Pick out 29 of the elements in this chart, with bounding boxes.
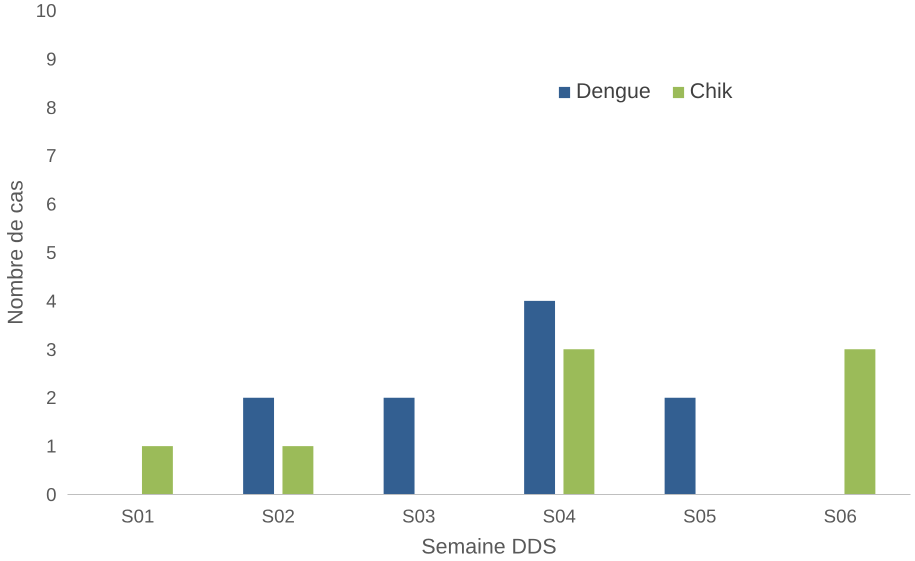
bar (243, 398, 274, 494)
legend-label: Dengue (576, 79, 651, 104)
x-tick-label: S03 (402, 506, 436, 526)
bar (563, 349, 594, 494)
bar (844, 349, 876, 494)
y-tick-label: 7 (46, 145, 57, 166)
x-tick-label: S01 (121, 506, 154, 526)
y-axis-title: Nombre de cas (4, 180, 28, 325)
y-tick-label: 8 (46, 96, 57, 118)
y-tick-label: 10 (36, 0, 57, 21)
legend-label: Chik (690, 79, 732, 104)
y-tick-label: 5 (46, 242, 57, 263)
y-tick-label: 6 (46, 194, 57, 215)
bar (384, 398, 415, 494)
bar (282, 446, 314, 494)
y-tick-label: 9 (46, 48, 57, 70)
x-tick-label: S04 (542, 506, 576, 526)
x-tick-label: S02 (262, 506, 295, 526)
bar (142, 446, 173, 494)
y-tick-label: 4 (46, 290, 57, 312)
bar (664, 398, 696, 494)
x-axis-title: Semaine DDS (421, 534, 557, 558)
y-tick-label: 1 (46, 436, 57, 457)
bar (524, 300, 556, 494)
x-tick-label: S06 (824, 506, 857, 526)
y-tick-label: 0 (46, 484, 57, 505)
y-tick-label: 2 (46, 387, 57, 408)
y-tick-label: 3 (46, 338, 57, 360)
x-tick-label: S05 (683, 506, 716, 526)
